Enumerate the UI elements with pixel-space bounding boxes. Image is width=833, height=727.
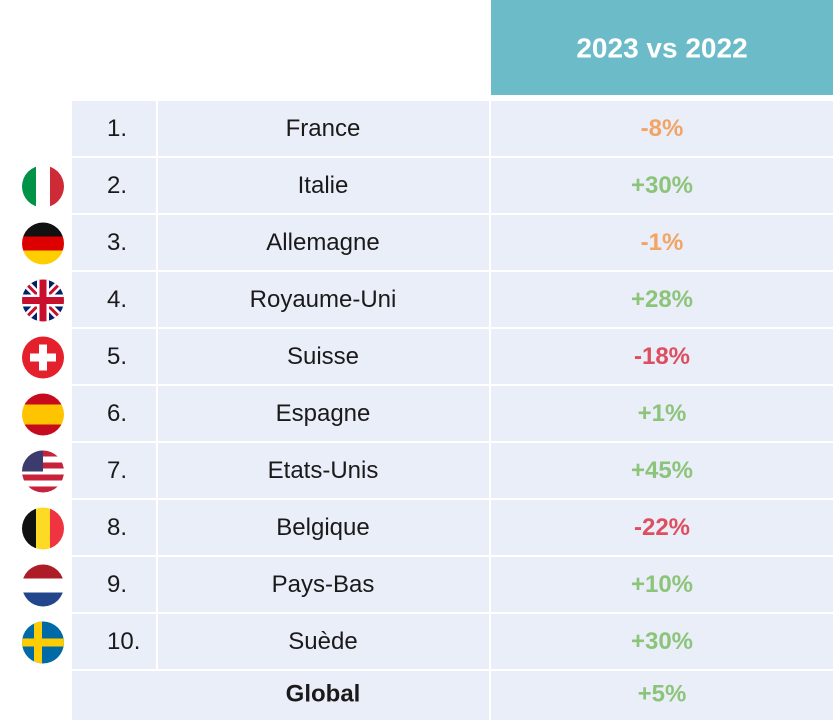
- flag: [22, 450, 64, 493]
- header-text: 2023 vs 2022: [576, 32, 747, 63]
- change: -8%: [641, 115, 684, 142]
- flag-part: [36, 507, 50, 550]
- change: +1%: [638, 400, 687, 427]
- flag-part: [22, 279, 64, 322]
- rank: 6.: [107, 400, 127, 427]
- flag-part: [50, 507, 64, 550]
- country-cell: [158, 329, 489, 384]
- country-cell: [158, 557, 489, 612]
- total-change-cell: [491, 671, 833, 720]
- country-cell: [158, 500, 489, 555]
- flag-part: [22, 393, 64, 405]
- change: -18%: [634, 343, 690, 370]
- change-cell: [491, 101, 833, 156]
- change: +45%: [631, 457, 693, 484]
- rank: 2.: [107, 172, 127, 199]
- flag-part: [36, 165, 50, 208]
- rank: 10.: [107, 628, 140, 655]
- rank-cell: [72, 386, 156, 441]
- flag-part: [22, 424, 64, 436]
- country-cell: [158, 215, 489, 270]
- flag-part: [22, 480, 64, 487]
- rank: 5.: [107, 343, 127, 370]
- flag: [22, 507, 64, 550]
- rank: 8.: [107, 514, 127, 541]
- country: Suisse: [287, 343, 359, 370]
- change-cell: [491, 329, 833, 384]
- rank: 9.: [107, 571, 127, 598]
- flag-part: [22, 578, 64, 593]
- rank-cell: [72, 614, 156, 669]
- country-cell: [158, 443, 489, 498]
- flag-part: [22, 592, 64, 607]
- change-cell: [491, 272, 833, 327]
- flag-part: [22, 250, 64, 265]
- flag: [22, 222, 64, 265]
- rank-cell: [72, 272, 156, 327]
- rank: 4.: [107, 286, 127, 313]
- rank: 7.: [107, 457, 127, 484]
- flag-part: [22, 564, 64, 579]
- change: +30%: [631, 628, 693, 655]
- change: +28%: [631, 286, 693, 313]
- change-cell: [491, 158, 833, 213]
- rank: 1.: [107, 115, 127, 142]
- change: +10%: [631, 571, 693, 598]
- country-cell: [158, 614, 489, 669]
- flag-part: [22, 404, 64, 425]
- total-label-cell: [72, 671, 489, 720]
- rank-cell: [72, 215, 156, 270]
- flag: [22, 564, 64, 607]
- total-change: +5%: [638, 680, 687, 707]
- change: -22%: [634, 514, 690, 541]
- change-cell: [491, 443, 833, 498]
- change-cell: [491, 500, 833, 555]
- rank-cell: [72, 443, 156, 498]
- change: -1%: [641, 229, 684, 256]
- country: Suède: [288, 628, 357, 655]
- flag: [22, 165, 64, 208]
- country: Etats-Unis: [268, 457, 379, 484]
- country-cell: [158, 386, 489, 441]
- country: France: [286, 115, 361, 142]
- flag-part: [22, 621, 64, 664]
- rank-cell: [72, 329, 156, 384]
- rank-cell: [72, 500, 156, 555]
- flag-part: [30, 344, 56, 371]
- change: +30%: [631, 172, 693, 199]
- flag-part: [50, 165, 64, 208]
- change-cell: [491, 215, 833, 270]
- country-cell: [158, 158, 489, 213]
- flag: [22, 336, 64, 379]
- flag-part: [22, 450, 43, 472]
- country-cell: [158, 272, 489, 327]
- flag-part: [22, 474, 64, 481]
- country: Allemagne: [266, 229, 379, 256]
- flag: [22, 621, 64, 664]
- flag-part: [22, 165, 36, 208]
- change-cell: [491, 386, 833, 441]
- country: Royaume-Uni: [250, 286, 397, 313]
- country: Pays-Bas: [272, 571, 375, 598]
- flag-part: [22, 222, 64, 237]
- country: Italie: [298, 172, 349, 199]
- country: Espagne: [276, 400, 371, 427]
- header-cell: [491, 0, 833, 95]
- total-label: Global: [286, 680, 361, 707]
- flag-part: [22, 236, 64, 251]
- rank: 3.: [107, 229, 127, 256]
- flag: [22, 393, 64, 436]
- rank-cell: [72, 101, 156, 156]
- flag-part: [22, 486, 64, 493]
- country-cell: [158, 101, 489, 156]
- change-cell: [491, 557, 833, 612]
- rank-cell: [72, 158, 156, 213]
- change-cell: [491, 614, 833, 669]
- country: Belgique: [276, 514, 369, 541]
- flag: [22, 279, 64, 322]
- rank-cell: [72, 557, 156, 612]
- flag-part: [22, 507, 36, 550]
